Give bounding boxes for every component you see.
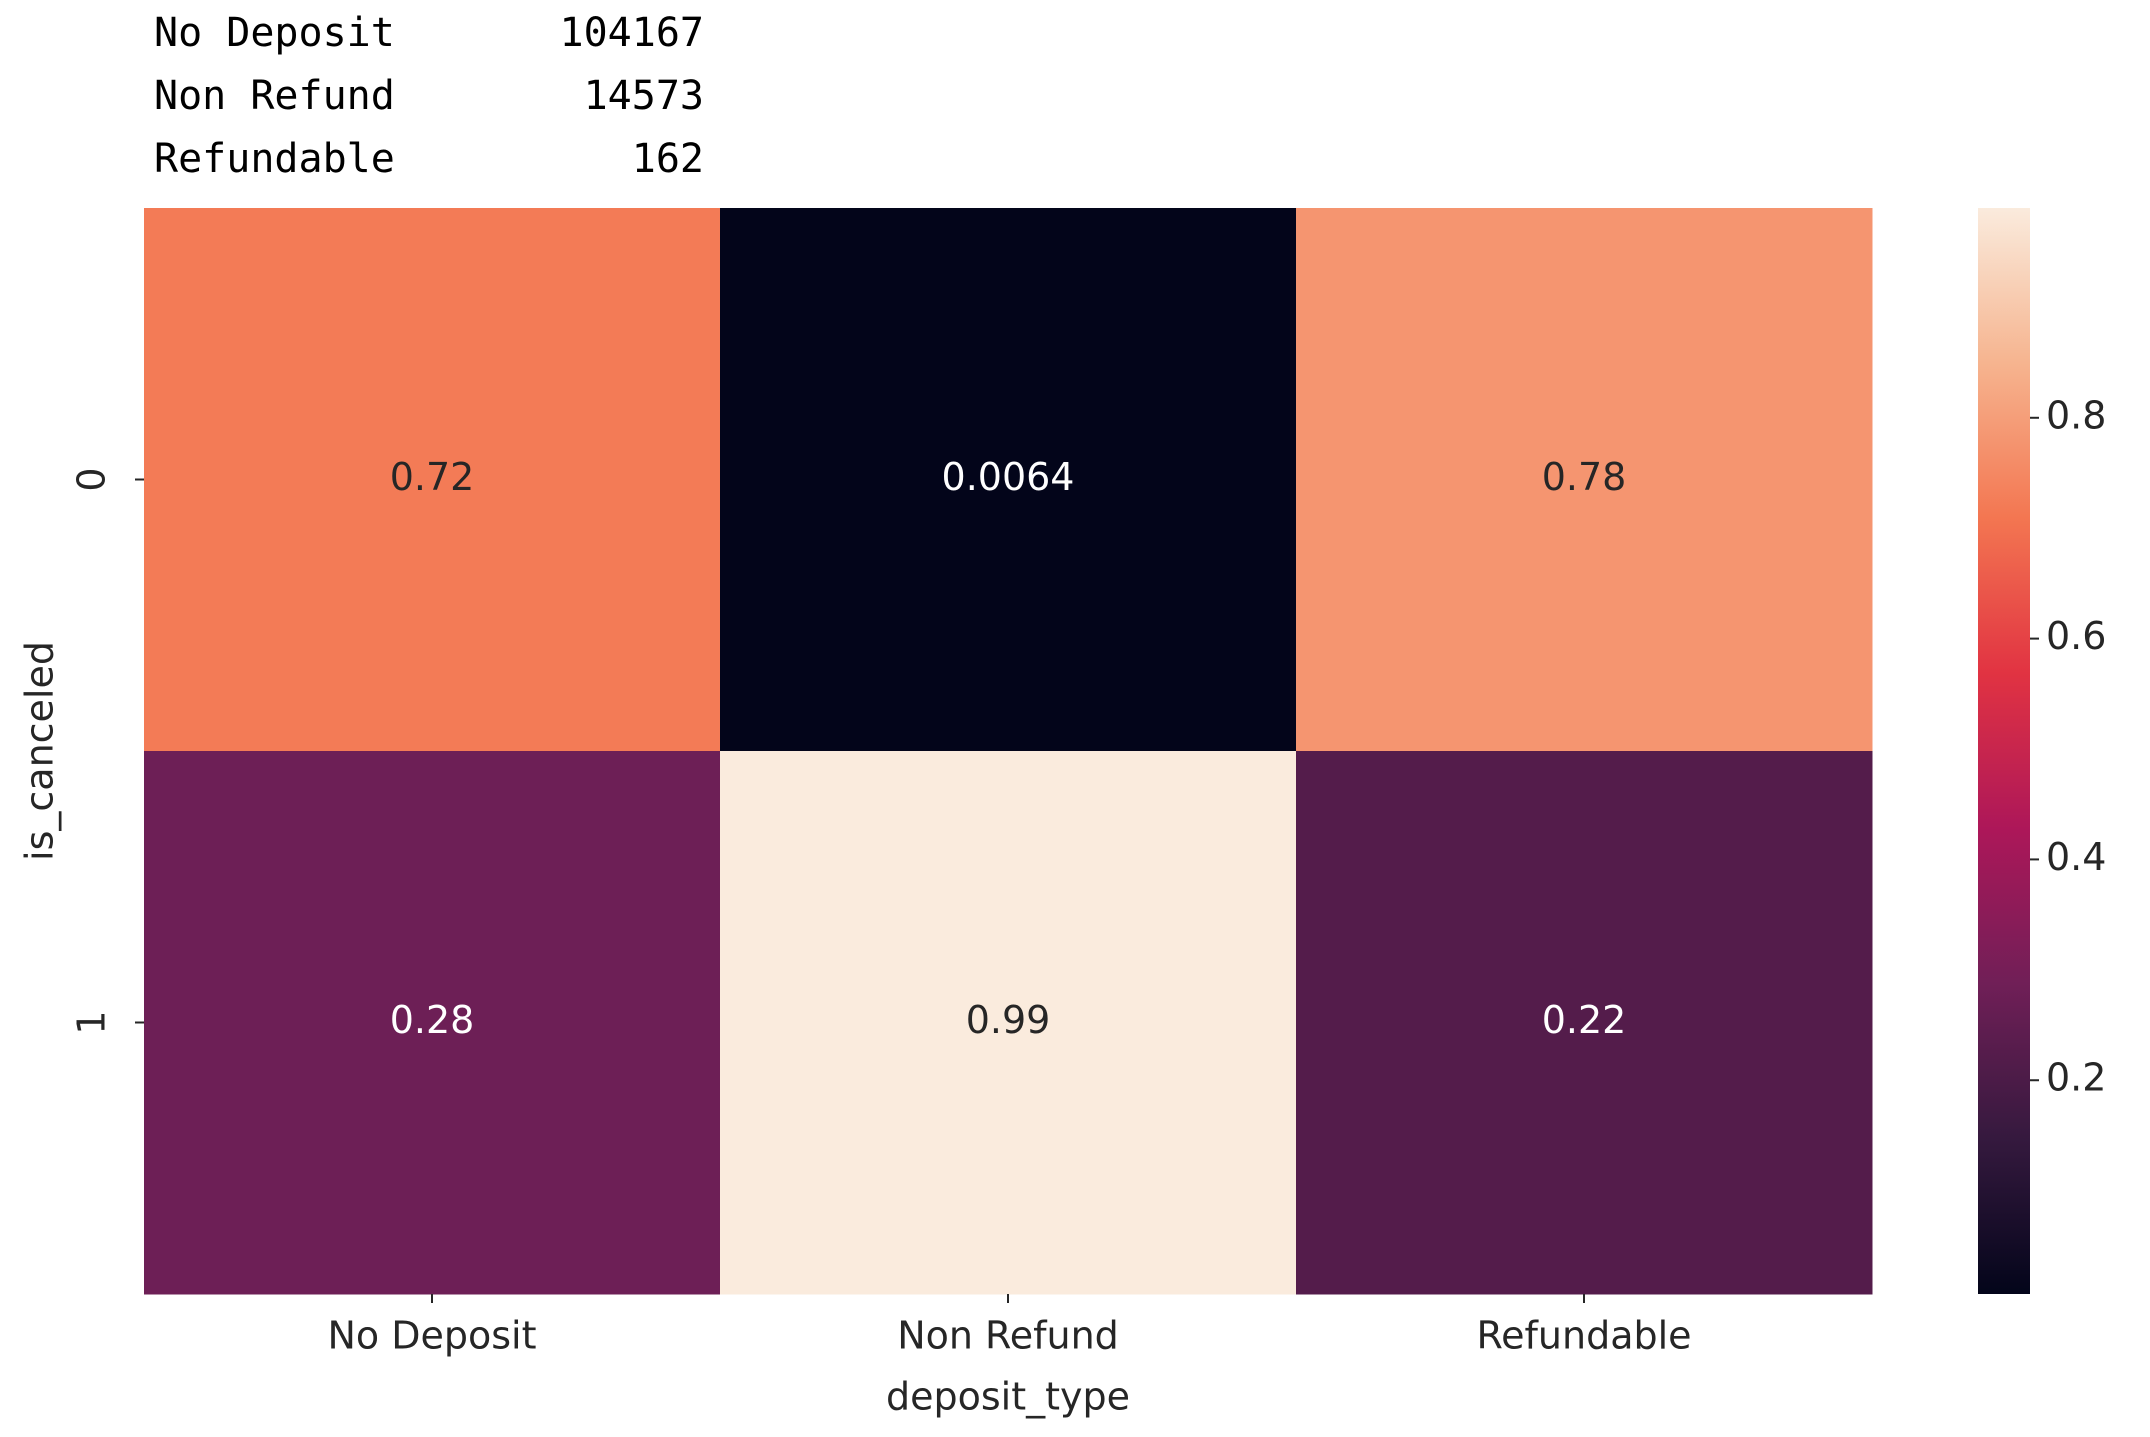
colorbar-tick-label: 0.4	[2046, 835, 2106, 879]
printout-label: Non Refund	[154, 73, 395, 119]
x-tick-label: No Deposit	[327, 1314, 536, 1358]
x-axis-label: deposit_type	[886, 1375, 1130, 1419]
x-tick-label: Refundable	[1476, 1314, 1691, 1358]
x-tick-label: Non Refund	[897, 1314, 1119, 1358]
colorbar-tick-label: 0.6	[2046, 614, 2106, 658]
printout-value: 104167	[560, 10, 705, 56]
colorbar-tick-label: 0.8	[2046, 393, 2106, 437]
cell-label: 0.99	[966, 998, 1051, 1042]
cell-label: 0.0064	[942, 455, 1075, 499]
cell-label: 0.72	[390, 455, 475, 499]
colorbar-tick-label: 0.2	[2046, 1056, 2106, 1100]
heatmap-cell	[1296, 751, 1873, 1295]
printout-label: Refundable	[154, 136, 395, 182]
heatmap-cell	[720, 208, 1297, 752]
printout-value: 162	[632, 136, 704, 182]
printout-value: 14573	[584, 73, 704, 119]
heatmap-cell	[1296, 208, 1873, 752]
cell-label: 0.28	[390, 998, 475, 1042]
printout-label: No Deposit	[154, 10, 395, 56]
y-axis-label: is_canceled	[18, 641, 62, 861]
cell-label: 0.22	[1542, 998, 1627, 1042]
heatmap-cell	[144, 751, 721, 1295]
cell-label: 0.78	[1542, 455, 1627, 499]
y-tick-label: 0	[70, 467, 114, 491]
colorbar	[1978, 208, 2030, 1294]
y-tick-label: 1	[70, 1010, 114, 1034]
heatmap-cell	[720, 751, 1297, 1295]
heatmap-cell	[144, 208, 721, 752]
